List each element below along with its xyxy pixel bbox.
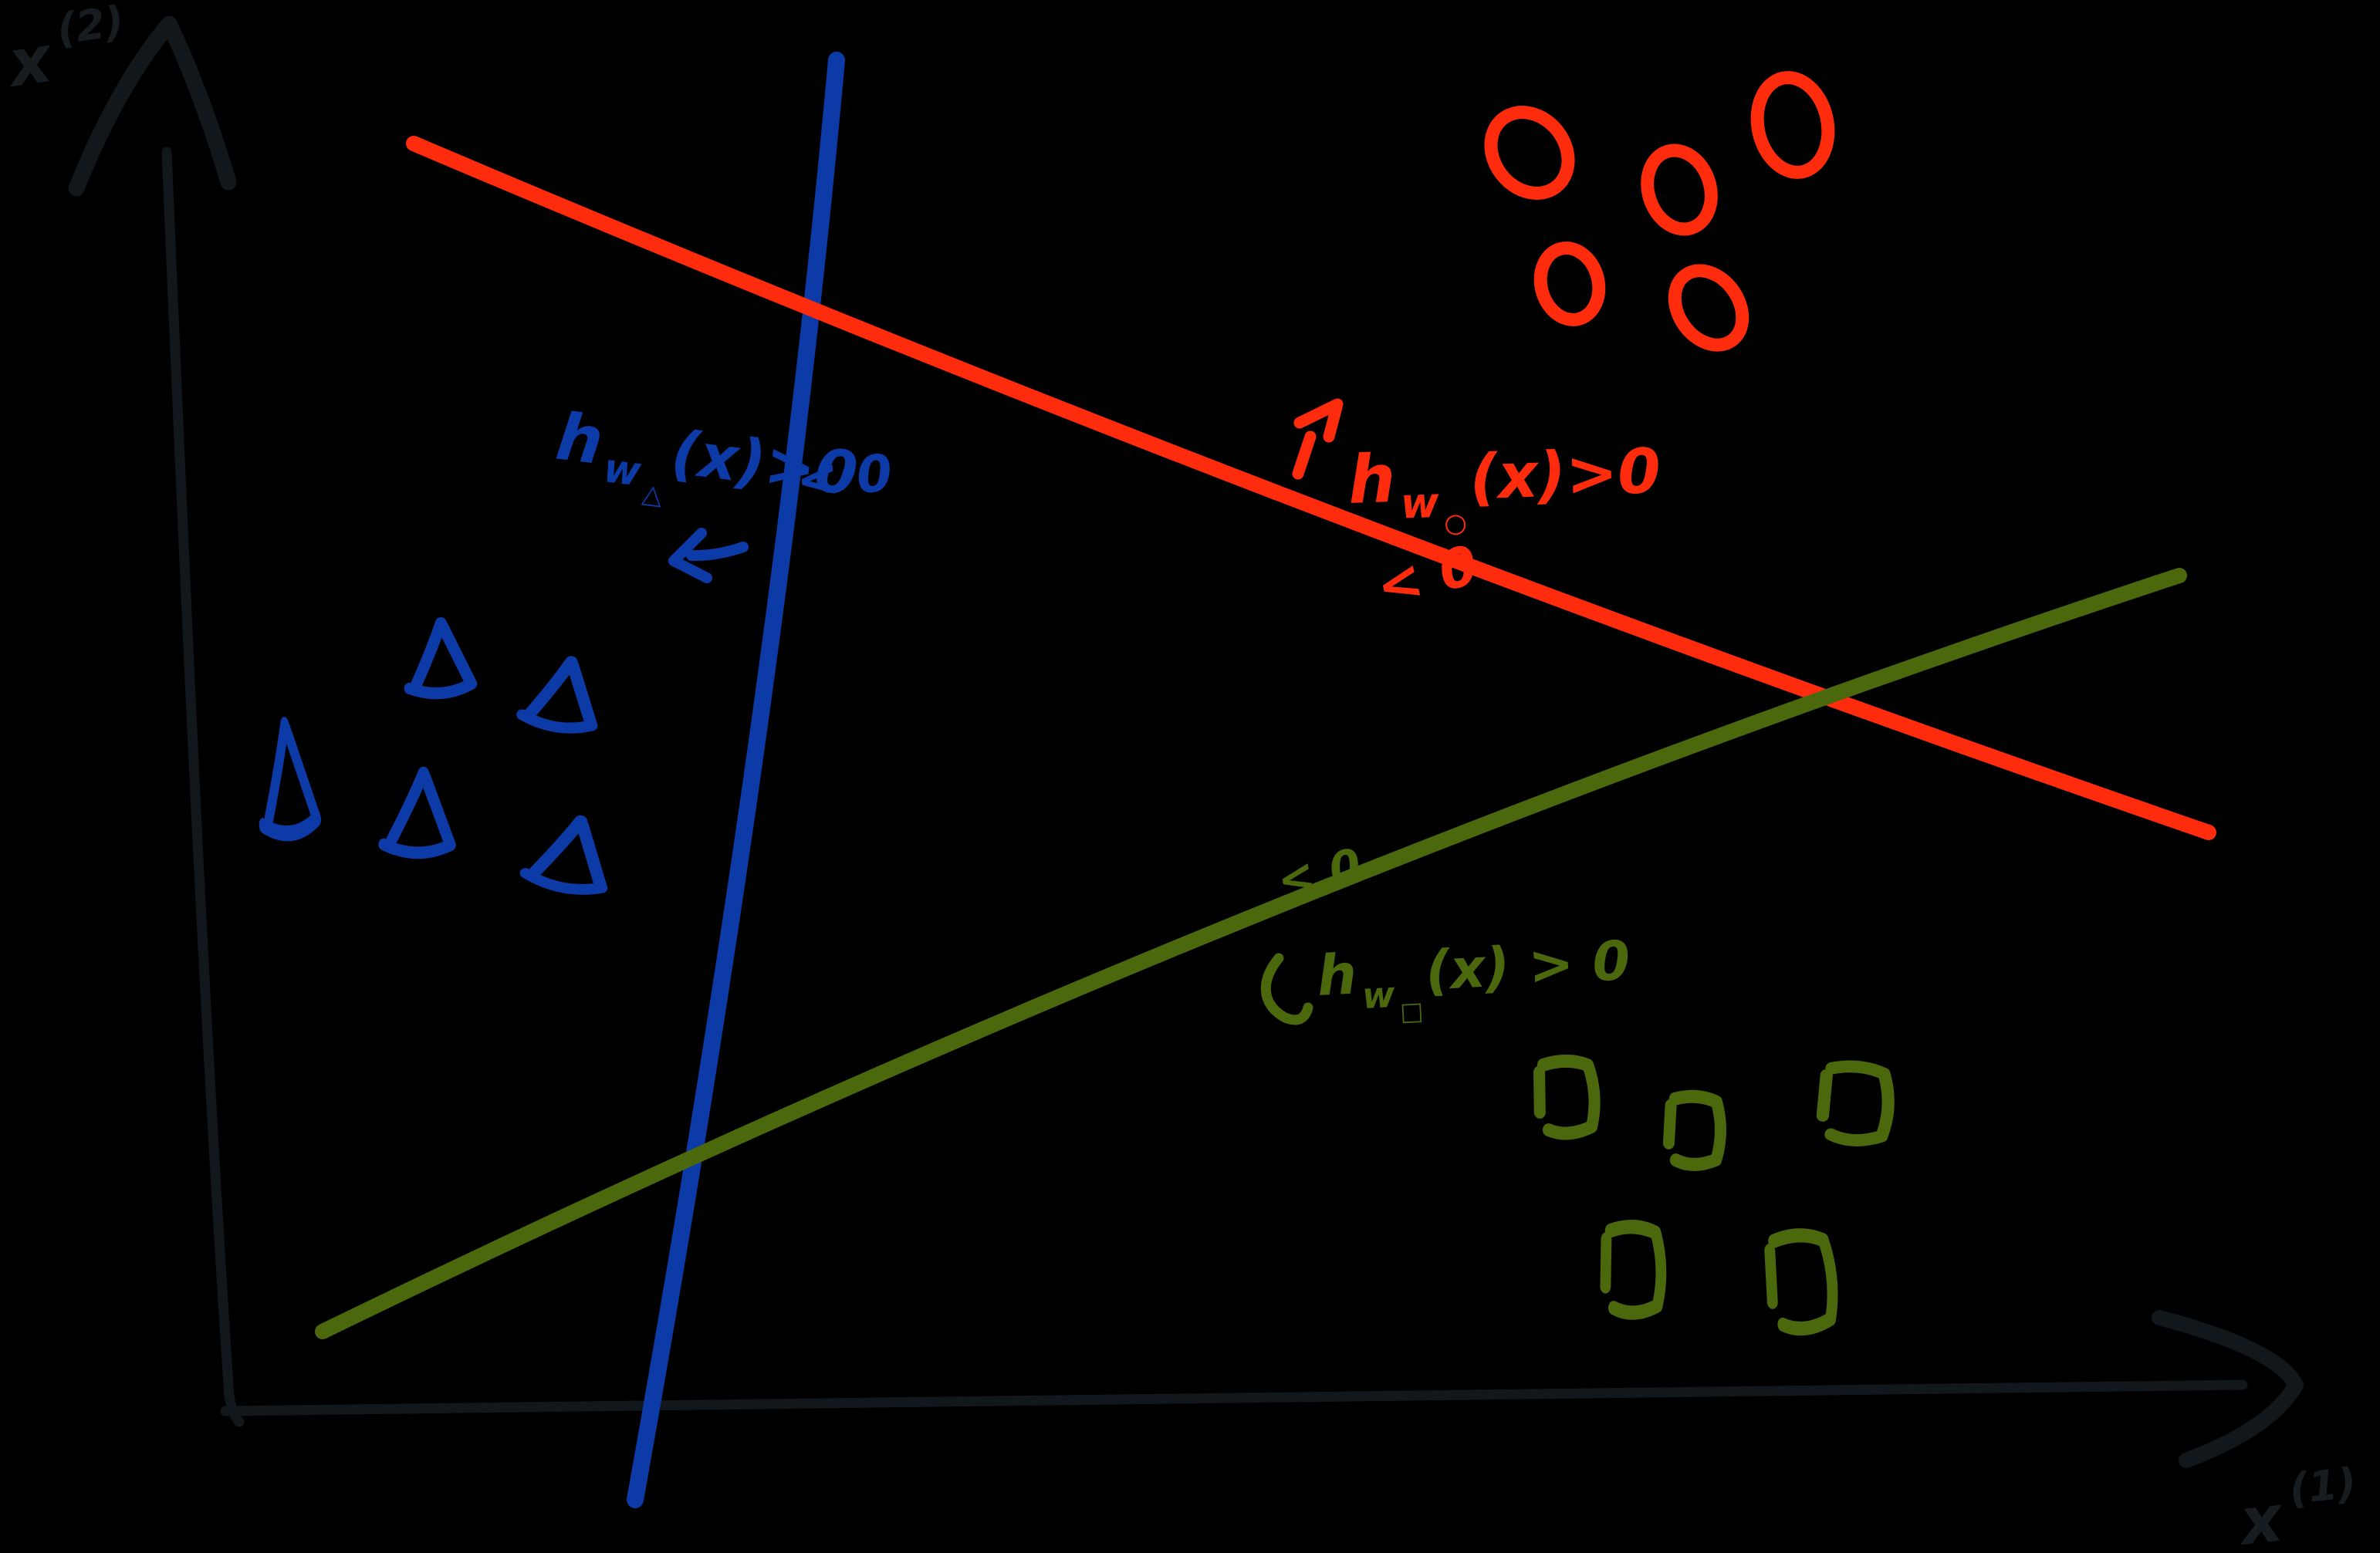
x-axis-label-base: x — [2233, 1480, 2288, 1553]
circle-negative-label: < 0 — [1370, 533, 1484, 619]
triangle-label-h: h — [553, 399, 607, 480]
square-negative-label: < 0 — [1273, 838, 1366, 906]
y-axis-arrowhead-icon — [68, 15, 237, 197]
square-marker — [1816, 1060, 1895, 1146]
triangle-cluster — [259, 616, 608, 895]
square-marker — [1764, 1228, 1838, 1336]
y-axis-label: x (2) — [0, 0, 133, 102]
square-label-h: h — [1315, 941, 1358, 1008]
circle-marker — [1668, 264, 1750, 352]
circle-region-arrow-icon — [1292, 398, 1344, 480]
triangle-marker — [519, 815, 608, 895]
triangle-region-arrow-icon — [668, 528, 749, 583]
triangle-label-marker-icon: △ — [641, 478, 665, 511]
circle-cluster — [1484, 71, 1835, 352]
circle-positive-label: h w ○ (x)>0 — [1347, 431, 1662, 542]
x-axis-label: x (1) — [2232, 1458, 2363, 1553]
square-marker — [1662, 1089, 1726, 1171]
y-axis-label-sup: (2) — [54, 0, 127, 54]
square-decision-line — [315, 568, 2187, 1339]
y-axis — [161, 147, 245, 1427]
triangle-label-sub: w — [601, 445, 644, 496]
y-axis-label-base: x — [1, 21, 58, 103]
square-marker — [1533, 1054, 1601, 1140]
triangle-decision-line — [627, 52, 845, 1508]
triangle-classifier-group: h w △ (x)>0 < 0 — [553, 52, 894, 1508]
circle-marker — [1484, 106, 1575, 200]
circle-classifier-group: h w ○ (x)>0 < 0 — [406, 136, 2216, 840]
square-label-sub: w — [1361, 974, 1397, 1017]
square-cluster — [1533, 1054, 1895, 1336]
circle-label-rest: (x)>0 — [1469, 435, 1662, 514]
triangle-marker — [259, 717, 322, 842]
circle-label-h: h — [1347, 441, 1397, 519]
square-positive-label: h w □ (x) > 0 — [1315, 927, 1632, 1031]
square-region-arrow-icon — [1260, 953, 1313, 1025]
square-marker — [1600, 1220, 1667, 1320]
triangle-marker — [404, 616, 478, 700]
circle-marker — [1641, 143, 1718, 236]
triangle-marker — [516, 656, 598, 734]
circle-marker — [1533, 241, 1606, 326]
triangle-negative-label: < 0 — [794, 443, 894, 511]
circle-marker — [1750, 71, 1835, 179]
x-axis-label-sup: (1) — [2287, 1458, 2358, 1514]
circle-label-marker-icon: ○ — [1444, 508, 1468, 539]
triangle-marker — [378, 766, 456, 859]
circle-decision-line — [406, 136, 2216, 840]
square-label-marker-icon: □ — [1399, 996, 1424, 1027]
x-axis — [220, 1379, 2248, 1416]
x-axis-arrowhead-icon — [2152, 1310, 2304, 1468]
circle-label-sub: w — [1400, 478, 1441, 528]
square-classifier-group: h w □ (x) > 0 < 0 — [315, 568, 2187, 1339]
square-label-rest: (x) > 0 — [1424, 929, 1631, 1003]
